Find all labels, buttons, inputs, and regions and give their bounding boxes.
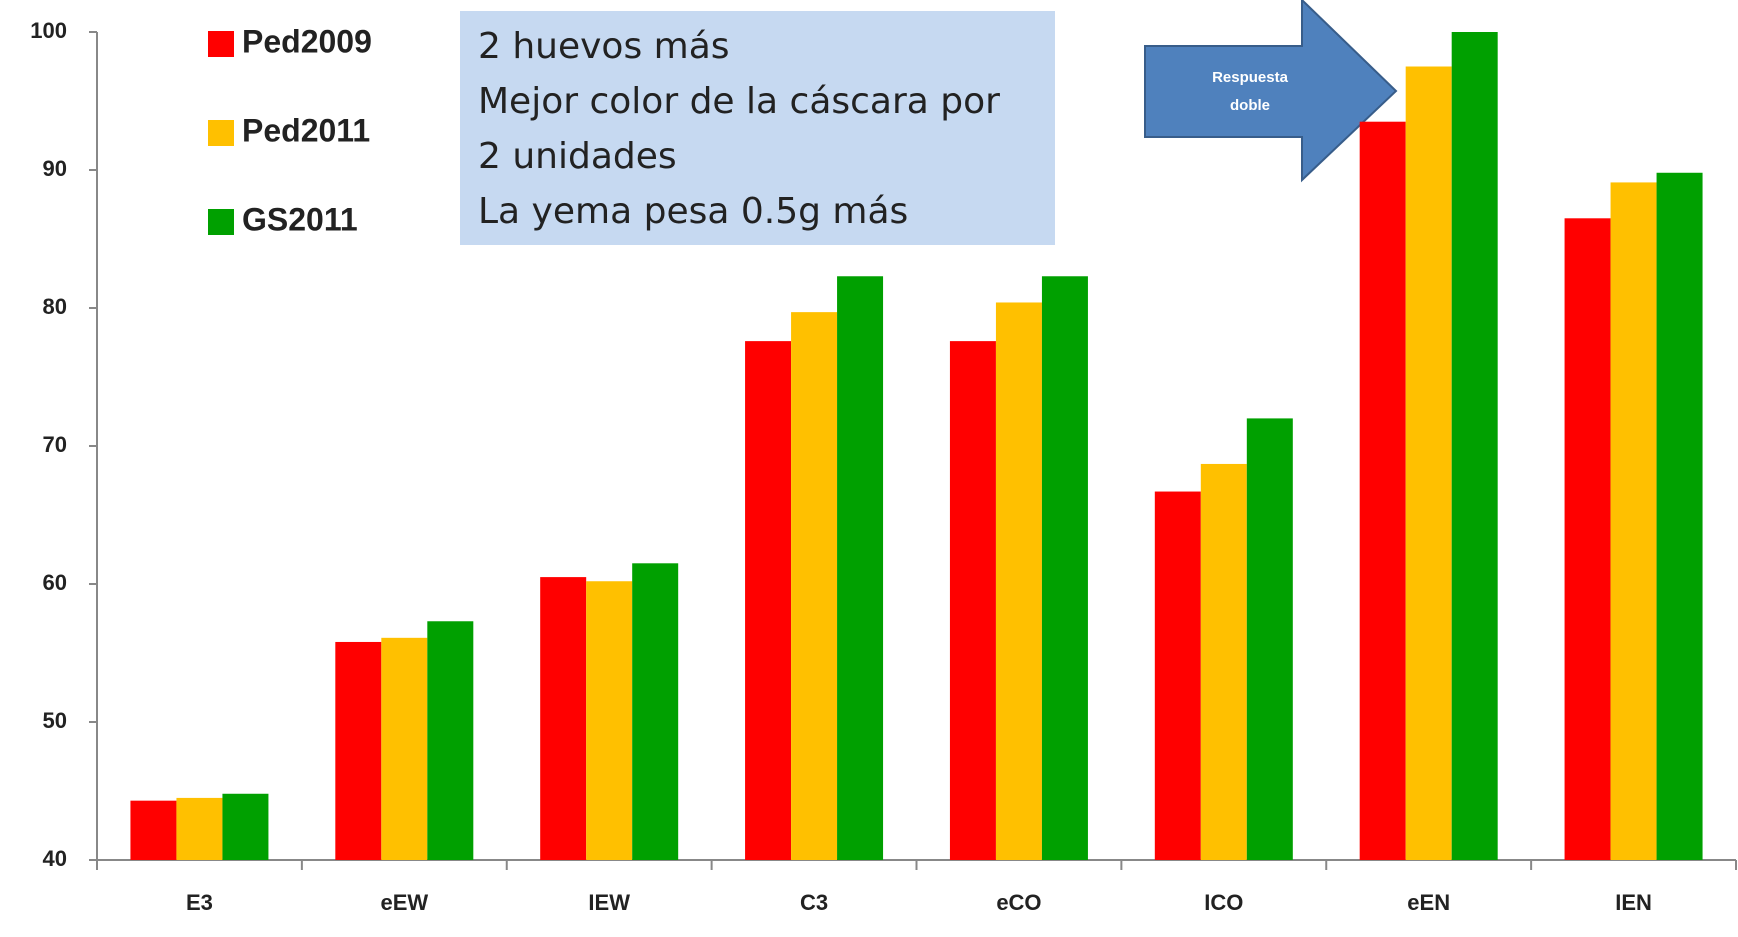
- bar: [632, 563, 679, 860]
- legend-label: GS2011: [242, 201, 358, 237]
- bar: [995, 302, 1042, 861]
- y-tick-label: 70: [43, 432, 67, 457]
- annotation-line: 2 huevos más: [478, 26, 730, 67]
- annotation-line: 2 unidades: [478, 136, 677, 177]
- bar: [791, 312, 838, 860]
- x-tick-label: C3: [800, 890, 828, 915]
- bar: [837, 276, 884, 860]
- bar: [1564, 218, 1611, 861]
- y-tick-label: 80: [43, 294, 67, 319]
- bar: [1405, 66, 1452, 860]
- bar: [1610, 182, 1657, 861]
- bar: [176, 797, 223, 860]
- bar: [427, 621, 474, 860]
- annotation-line: La yema pesa 0.5g más: [478, 191, 908, 232]
- arrow-label: doble: [1230, 97, 1270, 114]
- bar: [381, 637, 428, 860]
- bar: [1041, 276, 1088, 860]
- x-tick-label: IEN: [1615, 890, 1652, 915]
- bar: [335, 641, 382, 860]
- legend-swatch: [208, 209, 234, 235]
- bar: [745, 341, 792, 860]
- bar: [949, 341, 996, 860]
- x-tick-label: eEW: [380, 890, 428, 915]
- y-tick-label: 90: [43, 156, 67, 181]
- x-tick-label: eCO: [996, 890, 1041, 915]
- bar: [540, 577, 587, 860]
- y-tick-label: 50: [43, 708, 67, 733]
- legend-swatch: [208, 31, 234, 57]
- bar: [1200, 463, 1247, 860]
- bar: [1359, 121, 1406, 860]
- x-tick-label: ICO: [1204, 890, 1243, 915]
- arrow-label: Respuesta: [1212, 69, 1289, 86]
- bar: [130, 800, 177, 860]
- bar: [1246, 418, 1293, 860]
- legend-label: Ped2011: [242, 112, 370, 148]
- legend-swatch: [208, 120, 234, 146]
- annotation-box: [460, 11, 1055, 245]
- bar: [222, 793, 269, 860]
- bar: [1656, 172, 1703, 860]
- y-tick-label: 40: [43, 846, 67, 871]
- annotation-line: Mejor color de la cáscara por: [478, 81, 1000, 122]
- arrow: [1144, 0, 1398, 183]
- bar: [1451, 32, 1498, 860]
- bar: [586, 581, 633, 860]
- x-tick-label: eEN: [1407, 890, 1450, 915]
- y-tick-label: 60: [43, 570, 67, 595]
- bar: [1154, 491, 1201, 860]
- legend-label: Ped2009: [242, 23, 372, 59]
- x-tick-label: E3: [186, 890, 213, 915]
- y-tick-label: 100: [30, 18, 67, 43]
- x-tick-label: IEW: [588, 890, 630, 915]
